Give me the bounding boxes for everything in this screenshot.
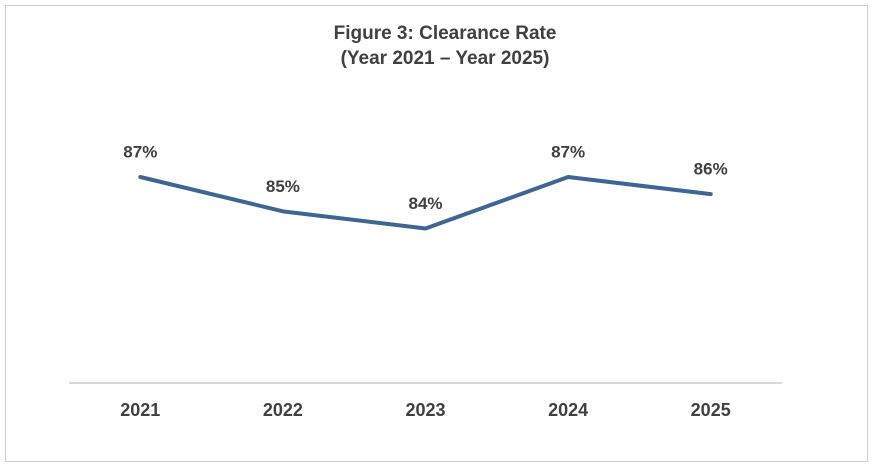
x-tick-label: 2024 — [548, 400, 588, 420]
x-tick-label: 2025 — [691, 400, 731, 420]
data-label: 84% — [408, 194, 442, 213]
chart-frame — [5, 5, 868, 462]
data-line — [138, 175, 713, 231]
chart-title: Figure 3: Clearance Rate — [334, 23, 557, 44]
chart-subtitle: (Year 2021 – Year 2025) — [341, 48, 550, 69]
x-tick-label: 2022 — [263, 400, 303, 420]
data-label: 85% — [266, 177, 300, 196]
data-label: 87% — [551, 142, 585, 161]
x-tick-label: 2021 — [120, 400, 160, 420]
data-label: 86% — [694, 160, 728, 179]
data-label: 87% — [123, 142, 157, 161]
x-tick-label: 2023 — [405, 400, 445, 420]
